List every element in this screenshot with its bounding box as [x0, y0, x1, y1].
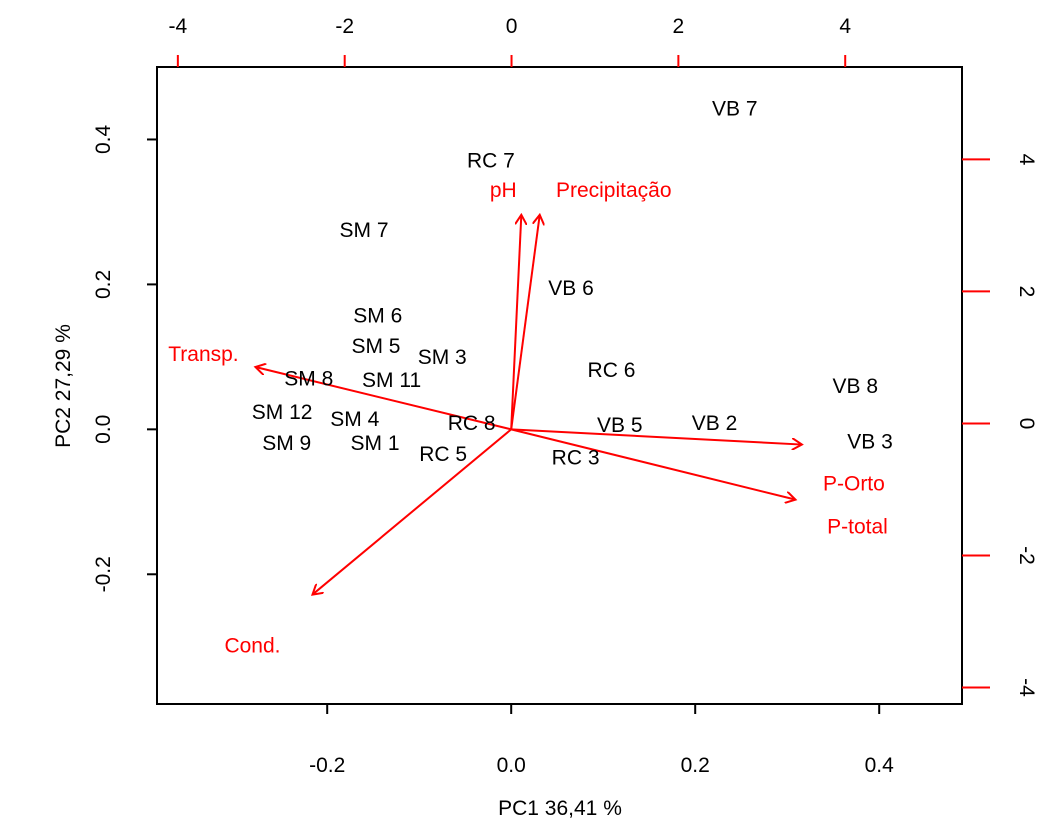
- top-tick-label: 4: [839, 15, 851, 38]
- observation-label: SM 8: [284, 368, 333, 391]
- observation-label: SM 11: [362, 369, 421, 392]
- variable-arrow: [510, 428, 795, 499]
- right-tick-label: 2: [1015, 286, 1038, 298]
- observation-label: RC 7: [467, 149, 515, 172]
- x-axis-bottom: -0.2 0.0 0.2 0.4: [309, 704, 894, 777]
- variable-label: Transp.: [168, 343, 238, 366]
- x-tick-label: 0.4: [865, 754, 895, 777]
- variable-arrow: [312, 428, 512, 594]
- y-tick-label: -0.2: [92, 556, 115, 592]
- plot-frame: [156, 66, 963, 705]
- observation-label: VB 5: [597, 414, 643, 437]
- variable-arrows: [255, 215, 801, 595]
- observation-label: RC 8: [448, 412, 496, 435]
- observation-label: SM 3: [418, 346, 467, 369]
- top-tick-label: -4: [169, 15, 188, 38]
- x-tick-label: 0.0: [497, 754, 526, 777]
- x-axis-title: PC1 36,41 %: [498, 797, 622, 820]
- y-axis-title: PC2 27,29 %: [52, 324, 75, 448]
- variable-label: P-Orto: [823, 473, 885, 496]
- variable-label: Cond.: [224, 635, 280, 658]
- variable-label: P-total: [827, 516, 888, 539]
- y-tick-label: 0.4: [92, 125, 115, 155]
- observation-label: SM 1: [351, 432, 400, 455]
- observation-label: SM 9: [262, 432, 311, 455]
- observation-label: RC 5: [419, 443, 467, 466]
- x-axis-top-secondary: -4 -2 0 2 4: [169, 15, 851, 67]
- right-tick-label: -2: [1015, 546, 1038, 565]
- observation-label: RC 6: [588, 359, 636, 382]
- observation-label: SM 7: [339, 219, 388, 242]
- variable-arrow: [510, 215, 521, 430]
- variable-label: pH: [490, 179, 517, 202]
- observation-label: VB 7: [712, 97, 758, 120]
- right-tick-label: 0: [1015, 418, 1038, 430]
- variable-arrow: [255, 367, 512, 431]
- right-tick-label: -4: [1015, 678, 1038, 697]
- top-tick-label: -2: [335, 15, 354, 38]
- observation-label: VB 8: [833, 375, 879, 398]
- x-tick-label: -0.2: [309, 754, 345, 777]
- y-axis-right-secondary: -4 -2 0 2 4: [962, 154, 1038, 697]
- observation-label: VB 6: [548, 277, 594, 300]
- top-tick-label: 0: [506, 15, 518, 38]
- y-tick-label: 0.2: [92, 270, 115, 299]
- top-tick-label: 2: [673, 15, 685, 38]
- observation-label: SM 5: [351, 335, 400, 358]
- observation-label: SM 4: [330, 408, 379, 431]
- observation-label: RC 3: [552, 447, 600, 470]
- variable-arrow: [510, 215, 540, 430]
- variable-label: Precipitação: [556, 179, 672, 202]
- observation-label: SM 6: [353, 305, 402, 328]
- right-tick-label: 4: [1015, 154, 1038, 166]
- variable-arrow: [511, 428, 802, 444]
- variable-labels: pH Precipitação Transp. P-Orto P-total Cond.: [168, 179, 888, 658]
- y-axis-left: -0.2 0.0 0.2 0.4: [92, 125, 157, 592]
- observation-labels: VB 7 RC 7 SM 7 VB 6 SM 6 SM 5 SM 3 SM 8 SM 11 RC …: [252, 97, 893, 469]
- y-tick-label: 0.0: [92, 415, 115, 444]
- observation-label: VB 2: [692, 412, 738, 435]
- x-tick-label: 0.2: [681, 754, 710, 777]
- observation-label: VB 3: [847, 431, 893, 454]
- observation-label: SM 12: [252, 401, 313, 424]
